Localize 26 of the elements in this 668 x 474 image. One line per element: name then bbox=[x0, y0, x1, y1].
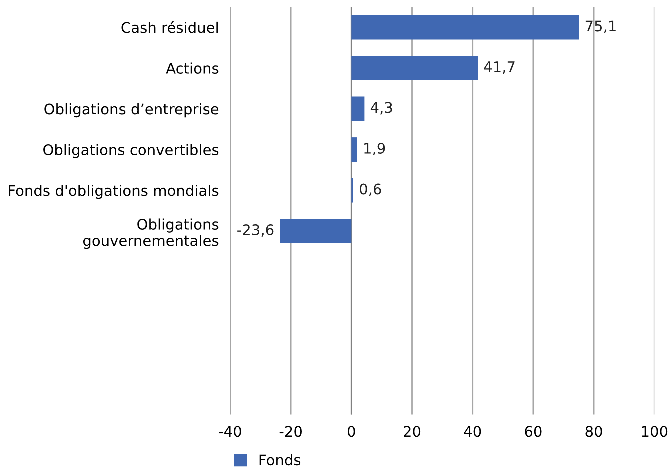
data-label: 75,1 bbox=[586, 20, 616, 34]
bar bbox=[280, 219, 352, 244]
bar bbox=[352, 138, 358, 162]
bar bbox=[352, 15, 580, 40]
legend-label: Fonds bbox=[260, 454, 301, 466]
x-tick-label: 0 bbox=[348, 426, 356, 438]
bar bbox=[352, 96, 365, 122]
x-tick-label: -20 bbox=[280, 426, 302, 438]
data-label: 41,7 bbox=[484, 62, 515, 74]
x-tick-label: 100 bbox=[642, 426, 668, 438]
x-tick-label: 60 bbox=[525, 426, 542, 438]
y-tick-label: Actions bbox=[166, 62, 219, 74]
data-label: -23,6 bbox=[238, 224, 274, 238]
y-tick-label: Obligations convertibles bbox=[44, 144, 219, 158]
x-tick-label: -40 bbox=[219, 426, 242, 438]
data-label: 1,9 bbox=[364, 142, 386, 156]
x-tick-label: 20 bbox=[404, 426, 421, 438]
x-tick-label: 40 bbox=[464, 426, 482, 438]
y-tick-label: Obligations d’entreprise bbox=[44, 103, 219, 118]
data-label: 0,6 bbox=[360, 184, 382, 196]
x-tick-label: 80 bbox=[586, 426, 602, 438]
bar bbox=[352, 56, 478, 80]
data-label: 4,3 bbox=[370, 102, 392, 115]
y-tick-label: Cash résiduel bbox=[122, 21, 218, 34]
y-tick-label: Obligations gouvernementales bbox=[83, 218, 219, 250]
y-tick-label: Fonds d'obligations mondials bbox=[9, 185, 219, 200]
